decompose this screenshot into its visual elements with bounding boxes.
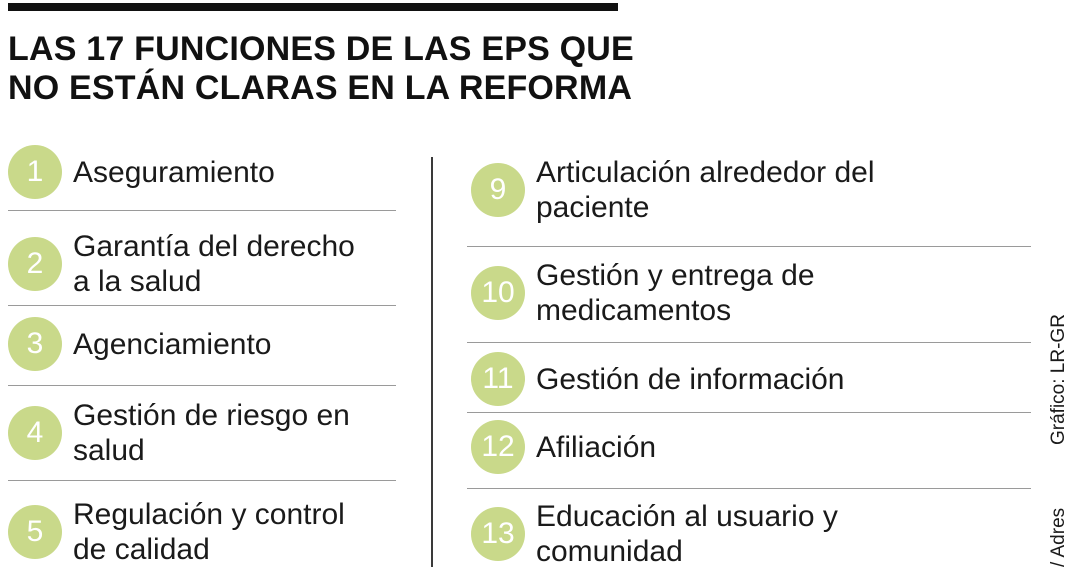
list-item-2: 2 Garantía del derecho a la salud (8, 229, 355, 299)
list-item-1: 1 Aseguramiento (8, 145, 275, 199)
number-badge: 1 (8, 145, 62, 199)
number-badge: 9 (471, 163, 525, 217)
column-divider (431, 157, 433, 567)
list-item-11: 11 Gestión de información (471, 352, 845, 406)
list-item-12: 12 Afiliación (471, 420, 656, 474)
number-badge: 4 (8, 406, 62, 460)
separator (467, 488, 1031, 489)
number-badge: 2 (8, 237, 62, 291)
item-label: Gestión de riesgo en salud (73, 399, 350, 467)
number-badge: 12 (471, 420, 525, 474)
list-item-13: 13 Educación al usuario y comunidad (471, 499, 838, 567)
graphic-credit: Gráfico: LR-GR (1048, 314, 1069, 445)
item-label: Gestión de información (536, 362, 845, 396)
separator (8, 305, 396, 306)
number-badge: 3 (8, 317, 62, 371)
item-label: Educación al usuario y comunidad (536, 500, 838, 567)
item-label: Afiliación (536, 430, 657, 464)
item-label: Gestión y entrega de medicamentos (536, 259, 815, 327)
separator (8, 210, 396, 211)
list-item-3: 3 Agenciamiento (8, 317, 271, 371)
page-title: LAS 17 FUNCIONES DE LAS EPS QUE NO ESTÁN… (8, 30, 648, 108)
number-badge: 11 (471, 352, 525, 406)
number-badge: 13 (471, 507, 525, 561)
separator (8, 385, 396, 386)
item-label: Garantía del derecho a la salud (73, 230, 355, 298)
list-item-5: 5 Regulación y control de calidad (8, 497, 345, 567)
top-rule (8, 3, 618, 11)
item-label: Agenciamiento (73, 327, 272, 361)
separator (467, 412, 1031, 413)
number-badge: 5 (8, 505, 62, 559)
source-credit: / Adres (1048, 507, 1069, 567)
list-item-9: 9 Articulación alrededor del paciente (471, 155, 875, 225)
list-item-10: 10 Gestión y entrega de medicamentos (471, 258, 815, 328)
item-label: Aseguramiento (73, 155, 275, 189)
title-line-2: NO ESTÁN CLARAS EN LA REFORMA (8, 69, 633, 107)
item-label: Articulación alrededor del paciente (536, 156, 875, 224)
number-badge: 10 (471, 266, 525, 320)
list-item-4: 4 Gestión de riesgo en salud (8, 398, 350, 468)
separator (467, 342, 1031, 343)
title-line-1: LAS 17 FUNCIONES DE LAS EPS QUE (8, 30, 634, 68)
item-label: Regulación y control de calidad (73, 498, 345, 566)
separator (8, 480, 396, 481)
separator (467, 246, 1031, 247)
